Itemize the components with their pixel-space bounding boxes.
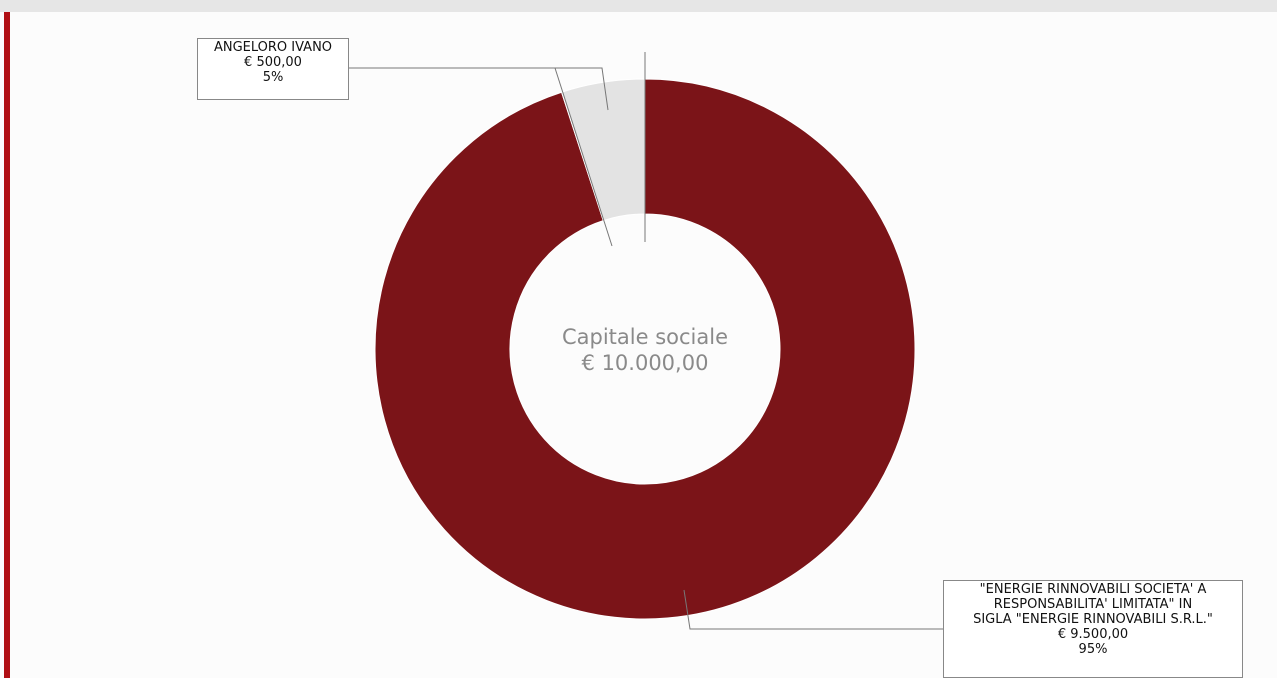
center-label-value: € 10.000,00 — [582, 351, 709, 375]
donut-slices — [374, 78, 916, 620]
slice-energie — [374, 78, 916, 620]
leader-line-angeloro — [349, 67, 609, 111]
leader-line-energie — [683, 589, 943, 630]
accent-bar — [4, 12, 10, 678]
slice-label-amount: € 500,00 — [244, 55, 302, 70]
slice-label-percent: 5% — [262, 70, 284, 85]
slice-label-amount: € 9.500,00 — [1057, 627, 1129, 642]
slice-label-name: ANGELORO IVANO — [213, 40, 333, 55]
center-label-title: Capitale sociale — [562, 325, 728, 349]
slice-label-name: "ENERGIE RINNOVABILI SOCIETA' A RESPONSA… — [973, 582, 1213, 627]
slice-label-energie: "ENERGIE RINNOVABILI SOCIETA' A RESPONSA… — [943, 580, 1243, 678]
leader-lines — [349, 52, 943, 630]
slice-label-angeloro: ANGELORO IVANO € 500,00 5% — [197, 38, 349, 100]
slice-boundary-line-minor — [554, 67, 613, 247]
slice-label-percent: 95% — [1078, 642, 1108, 657]
